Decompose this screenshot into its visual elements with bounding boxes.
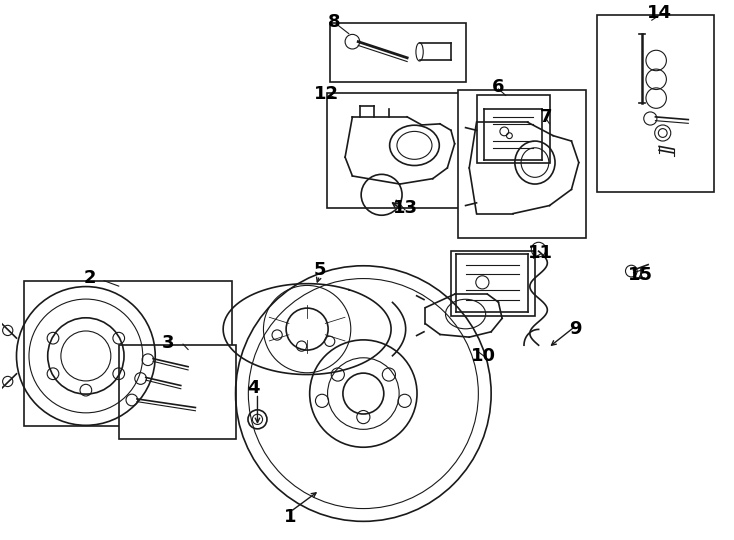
Bar <box>597 15 714 192</box>
Bar <box>476 96 550 163</box>
Text: 1: 1 <box>284 508 297 526</box>
Text: 13: 13 <box>393 199 418 217</box>
Bar <box>451 251 535 316</box>
Text: 9: 9 <box>569 320 581 338</box>
Text: 15: 15 <box>628 266 653 285</box>
Bar <box>330 23 465 82</box>
Bar <box>119 345 236 439</box>
Text: 10: 10 <box>471 347 496 365</box>
Text: 11: 11 <box>528 244 553 262</box>
Bar <box>458 90 586 238</box>
Text: 2: 2 <box>83 269 95 287</box>
Text: 4: 4 <box>247 379 260 397</box>
Text: 8: 8 <box>328 13 341 31</box>
Bar <box>23 281 232 426</box>
Text: 6: 6 <box>493 78 505 96</box>
Text: 5: 5 <box>313 261 326 279</box>
Bar <box>327 93 473 208</box>
Text: 3: 3 <box>162 334 175 352</box>
Text: 14: 14 <box>647 4 672 22</box>
Text: 7: 7 <box>539 108 552 126</box>
Text: 12: 12 <box>314 85 339 103</box>
